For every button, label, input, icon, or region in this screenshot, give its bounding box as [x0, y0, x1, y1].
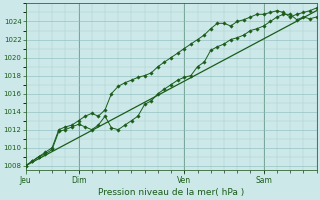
X-axis label: Pression niveau de la mer( hPa ): Pression niveau de la mer( hPa )	[98, 188, 244, 197]
